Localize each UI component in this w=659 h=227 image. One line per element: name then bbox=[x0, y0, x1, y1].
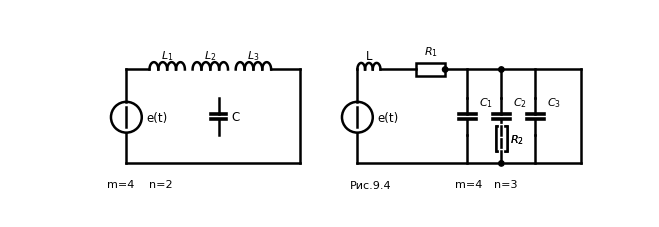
Text: e(t): e(t) bbox=[146, 111, 167, 124]
Bar bbox=[496, 127, 507, 151]
Circle shape bbox=[499, 67, 504, 73]
Text: $L_1$: $L_1$ bbox=[161, 49, 173, 62]
Text: L: L bbox=[366, 49, 372, 62]
Text: m=4: m=4 bbox=[107, 179, 134, 189]
Text: $C_1$: $C_1$ bbox=[479, 96, 493, 109]
Text: $R_2$: $R_2$ bbox=[510, 132, 524, 146]
Bar bbox=[496, 127, 507, 151]
Text: $C_3$: $C_3$ bbox=[547, 96, 561, 109]
Text: $L_3$: $L_3$ bbox=[247, 49, 260, 62]
Text: e(t): e(t) bbox=[378, 111, 399, 124]
Circle shape bbox=[442, 67, 448, 73]
Text: $L_2$: $L_2$ bbox=[204, 49, 216, 62]
Text: n=3: n=3 bbox=[494, 179, 517, 189]
Text: m=4: m=4 bbox=[455, 179, 482, 189]
Text: $R_1$: $R_1$ bbox=[424, 45, 438, 59]
Text: Рис.9.4: Рис.9.4 bbox=[350, 180, 391, 190]
Bar bbox=[416, 64, 445, 76]
Text: C: C bbox=[231, 111, 239, 123]
Text: n=2: n=2 bbox=[150, 179, 173, 189]
Circle shape bbox=[499, 161, 504, 166]
Text: $C_2$: $C_2$ bbox=[513, 96, 527, 109]
Text: $R_2$: $R_2$ bbox=[510, 132, 524, 146]
